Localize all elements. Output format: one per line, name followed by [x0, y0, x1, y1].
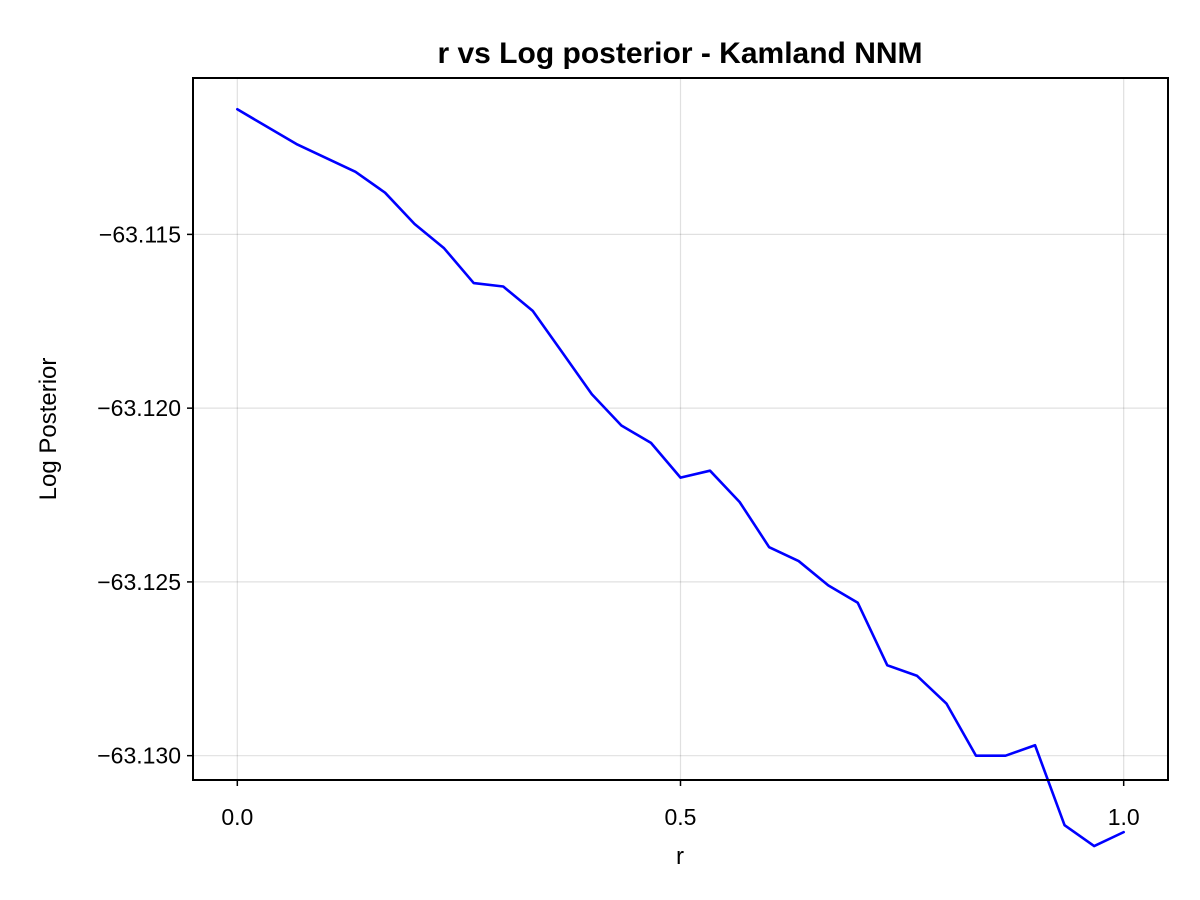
series-layer [236, 107, 1125, 848]
grid [193, 78, 1168, 780]
y-tick-label: −63.120 [97, 395, 181, 421]
y-tick-label: −63.125 [97, 569, 181, 595]
y-tick-label: −63.115 [99, 221, 181, 247]
ticks: 0.0 0.5 1.0 −63.115 −63.120 −63.125 −63.130 [97, 221, 1139, 830]
x-axis-label: r [676, 843, 684, 870]
y-axis-label: Log Posterior [35, 358, 62, 501]
y-tick-label: −63.130 [97, 743, 181, 769]
series-line [236, 107, 1125, 848]
x-tick-label: 1.0 [1108, 804, 1140, 830]
x-tick-label: 0.0 [221, 804, 253, 830]
chart-title: r vs Log posterior - Kamland NNM [437, 37, 922, 70]
x-tick-label: 0.5 [665, 804, 697, 830]
